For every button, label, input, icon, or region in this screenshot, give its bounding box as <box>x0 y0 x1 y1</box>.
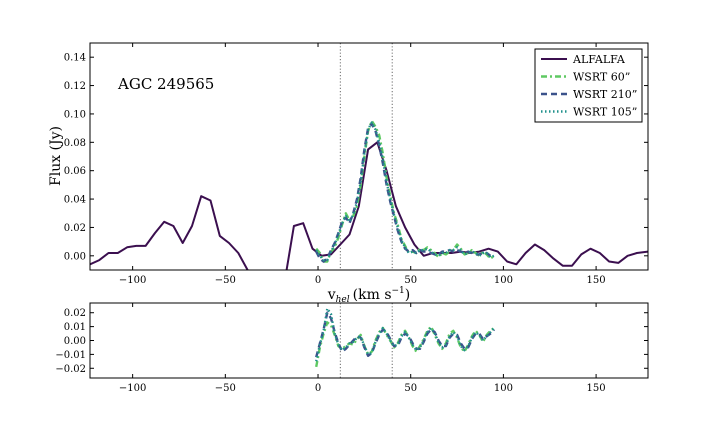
series-line-3 <box>315 121 495 262</box>
x-tick-label: 50 <box>404 275 417 286</box>
x-tick-label: 150 <box>587 383 606 394</box>
series-line-1 <box>315 311 496 358</box>
main-panel: −100 −50 0 50 100 150 0.00 0.02 0.04 0.06 0.08 0.10… <box>48 42 649 305</box>
legend-label-2: WSRT 210” <box>573 88 637 101</box>
object-name-annotation: AGC 249565 <box>117 75 214 93</box>
x-tick-label: −50 <box>215 383 236 394</box>
x-axis-label-var: v <box>327 287 336 303</box>
residual-vlines <box>339 303 393 378</box>
y-tick-label: 0.06 <box>64 166 86 177</box>
x-tick-label: 0 <box>315 275 321 286</box>
x-tick-label: −50 <box>215 275 236 286</box>
y-tick-label: 0.00 <box>64 251 86 262</box>
y-tick-label: −0.02 <box>55 364 86 375</box>
y-tick-label: 0.02 <box>64 223 86 234</box>
x-tick-label: −100 <box>119 383 146 394</box>
series-line-0 <box>315 321 495 368</box>
series-line-1 <box>315 119 495 263</box>
x-tick-label: 150 <box>587 275 606 286</box>
residual-panel: −100 −50 0 50 100 150 −0.02 −0.01 0.00 0.01 0.02 <box>55 302 649 394</box>
y-tick-label: 0.08 <box>64 138 86 149</box>
y-axis-label: Flux (Jy) <box>48 126 64 186</box>
residual-series-group <box>315 307 496 368</box>
y-tick-label: 0.12 <box>64 81 86 92</box>
residual-frame <box>89 302 649 379</box>
series-line-2 <box>315 307 496 362</box>
x-axis-label-sub: hel <box>336 295 350 305</box>
x-tick-label: 100 <box>494 383 513 394</box>
x-tick-label: 0 <box>315 383 321 394</box>
y-tick-label: 0.10 <box>64 109 86 120</box>
y-tick-label: 0.04 <box>64 195 86 206</box>
x-tick-label: 100 <box>494 275 513 286</box>
y-tick-label: 0.01 <box>64 322 86 333</box>
main-frame <box>89 42 649 271</box>
legend-box <box>534 48 643 123</box>
x-axis-label-exp: −1 <box>392 286 405 296</box>
y-tick-label: 0.02 <box>64 308 86 319</box>
y-tick-label: −0.01 <box>55 350 86 361</box>
main-series-group <box>90 119 648 270</box>
residual-ticks: −100 −50 0 50 100 150 −0.02 −0.01 0.00 0.01 0.02 <box>55 303 648 394</box>
legend: ALFALFA WSRT 60” WSRT 210” WSRT 105” <box>534 48 643 123</box>
x-axis-label-close: ) <box>405 287 410 303</box>
x-tick-label: 50 <box>404 383 417 394</box>
legend-label-0: ALFALFA <box>572 53 626 66</box>
main-ticks: −100 −50 0 50 100 150 0.00 0.02 0.04 0.06 0.08 0.10… <box>64 43 648 286</box>
series-line-0 <box>90 141 648 270</box>
main-vlines <box>339 43 393 270</box>
x-tick-label: −100 <box>119 275 146 286</box>
x-axis-label: vhel (km s−1) <box>327 286 411 305</box>
y-tick-label: 0.14 <box>64 53 86 64</box>
x-axis-label-units: (km s <box>353 287 392 303</box>
y-tick-label: 0.00 <box>64 336 86 347</box>
legend-label-3: WSRT 105” <box>573 106 637 119</box>
legend-label-1: WSRT 60” <box>573 71 630 84</box>
